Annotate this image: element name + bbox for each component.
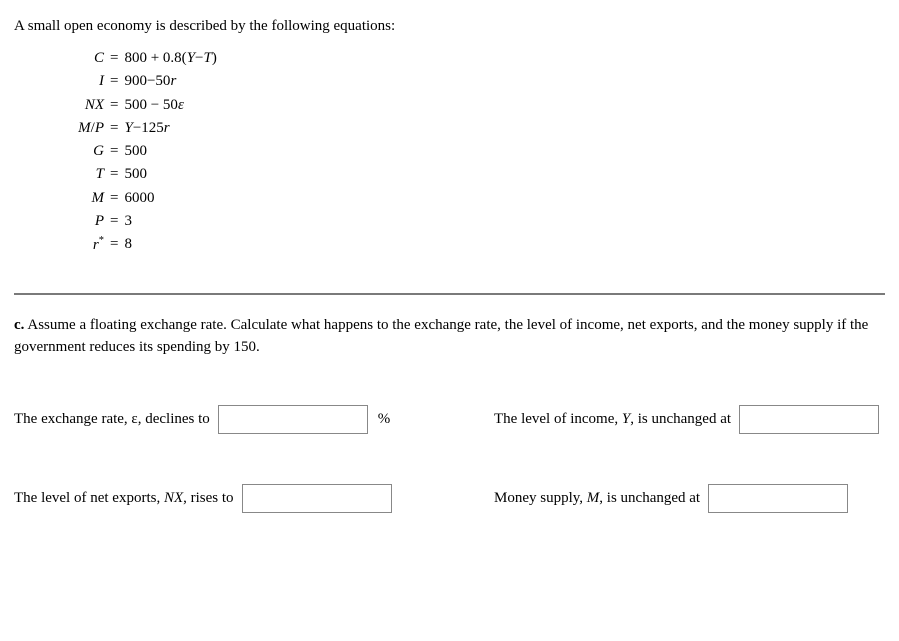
label-money-supply: Money supply, M, is unchanged at <box>494 490 700 507</box>
answer-cell-net-exports: The level of net exports, NX, rises to <box>14 484 494 513</box>
answers-row-2: The level of net exports, NX, rises to M… <box>14 484 885 513</box>
equation-row: M=6000 <box>52 187 885 210</box>
answer-cell-exchange-rate: The exchange rate, ε, declines to % <box>14 405 494 434</box>
question-label: c. <box>14 317 24 333</box>
input-net-exports[interactable] <box>242 484 392 513</box>
label-exchange-rate: The exchange rate, ε, declines to <box>14 411 210 428</box>
answer-cell-income: The level of income, Y, is unchanged at <box>494 405 879 434</box>
input-income[interactable] <box>739 405 879 434</box>
answers-row-1: The exchange rate, ε, declines to % The … <box>14 405 885 434</box>
input-money-supply[interactable] <box>708 484 848 513</box>
intro-text: A small open economy is described by the… <box>14 18 885 35</box>
equation-row: P=3 <box>52 210 885 233</box>
equation-row: G=500 <box>52 140 885 163</box>
answer-cell-money-supply: Money supply, M, is unchanged at <box>494 484 848 513</box>
label-net-exports: The level of net exports, NX, rises to <box>14 490 234 507</box>
label-income: The level of income, Y, is unchanged at <box>494 411 731 428</box>
unit-percent: % <box>378 411 391 428</box>
input-exchange-rate[interactable] <box>218 405 368 434</box>
equation-row: C=800 + 0.8(Y−T) <box>52 47 885 70</box>
equation-row: r*=8 <box>52 233 885 257</box>
equation-row: T=500 <box>52 163 885 186</box>
equation-list: C=800 + 0.8(Y−T)I=900−50rNX=500 − 50εM/P… <box>52 47 885 257</box>
equation-row: NX=500 − 50ε <box>52 94 885 117</box>
equation-row: I=900−50r <box>52 70 885 93</box>
equation-row: M/P=Y−125r <box>52 117 885 140</box>
question-body: Assume a floating exchange rate. Calcula… <box>14 317 868 355</box>
section-divider <box>14 293 885 295</box>
question-text: c. Assume a floating exchange rate. Calc… <box>14 315 885 359</box>
